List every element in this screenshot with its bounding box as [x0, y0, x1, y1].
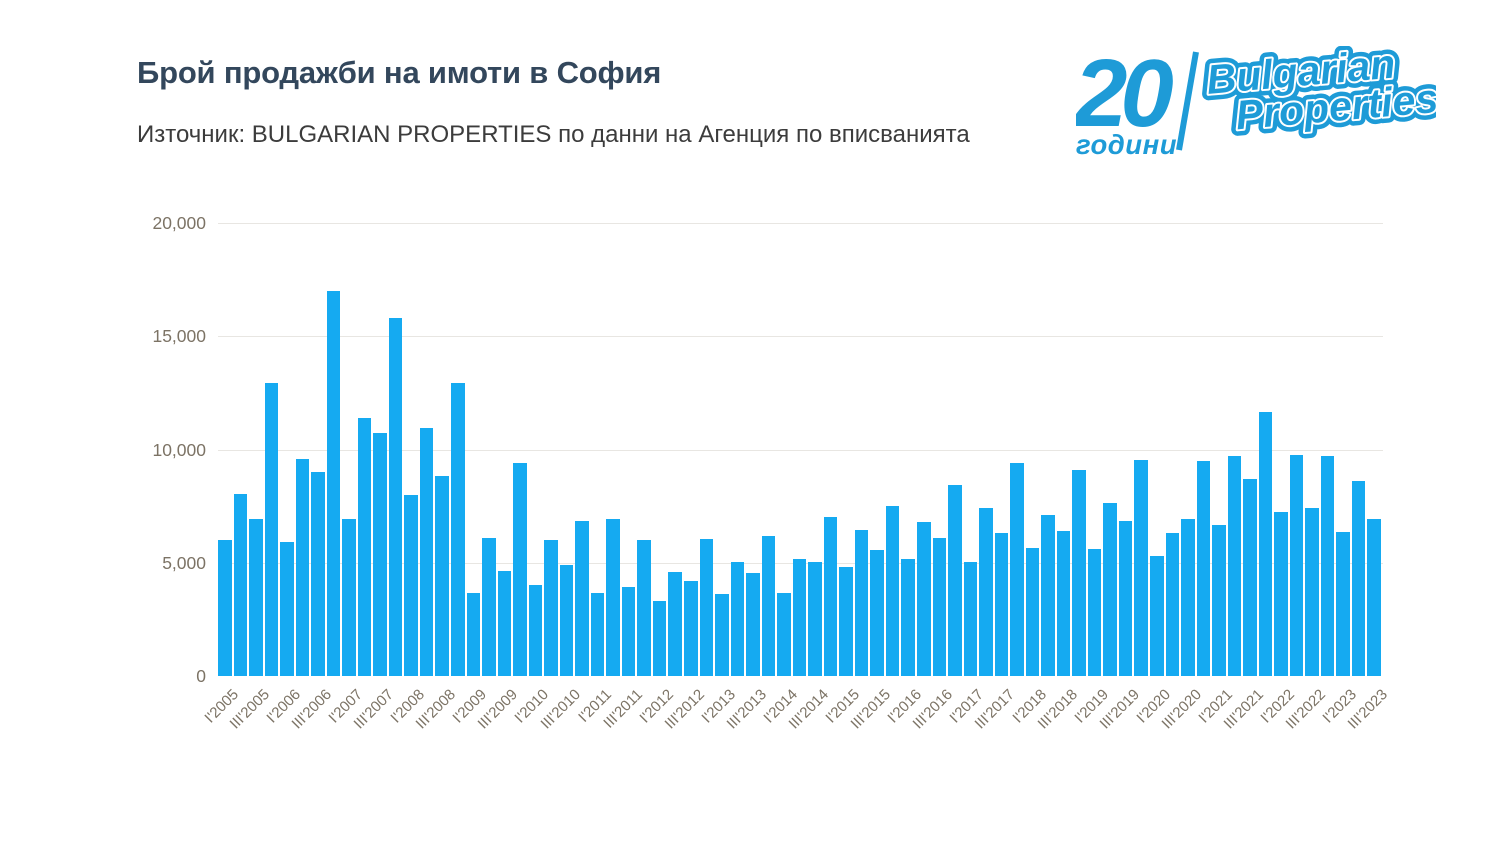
bar-II'2012	[668, 571, 682, 676]
bar-I'2017	[963, 561, 978, 676]
bar-III'2009	[497, 570, 512, 676]
bar-III'2020	[1181, 518, 1195, 676]
bar-IV'2020	[1196, 460, 1211, 676]
bar-II'2020	[1165, 533, 1180, 676]
y-axis-tick-label-15000: 15,000	[152, 326, 206, 347]
bar-I'2008	[404, 494, 418, 676]
bar-I'2010	[528, 585, 543, 676]
bar-III'2022	[1305, 508, 1319, 676]
bar-I'2005	[218, 540, 232, 676]
bar-III'2014	[808, 561, 822, 676]
bar-IV'2013	[761, 535, 776, 676]
bar-I'2014	[777, 593, 791, 676]
y-axis-tick-label-5000: 5,000	[162, 552, 206, 573]
bar-III'2008	[435, 475, 449, 676]
bar-III'2012	[684, 580, 698, 676]
gridline-15000	[218, 336, 1383, 338]
bar-IV'2021	[1258, 412, 1273, 676]
logo-brand-group: Bulgarian Properties Bulgarian Propertie…	[1198, 34, 1446, 145]
bar-III'2007	[373, 432, 387, 676]
gridline-20000	[218, 223, 1383, 224]
bar-IV'2005	[264, 382, 279, 676]
bar-III'2005	[249, 518, 263, 676]
bar-IV'2016	[948, 484, 962, 676]
bar-III'2010	[559, 565, 574, 676]
bar-III'2011	[621, 586, 636, 676]
bar-I'2018	[1025, 548, 1040, 676]
logo-slash	[1176, 51, 1199, 151]
bar-IV'2007	[388, 318, 403, 676]
y-axis-tick-label-0: 0	[196, 666, 206, 686]
bar-III'2006	[311, 472, 325, 676]
bar-I'2009	[466, 593, 481, 676]
bar-IV'2017	[1010, 463, 1024, 676]
page-title: Брой продажби на имоти в София	[137, 55, 662, 90]
gridline-10000	[218, 449, 1383, 451]
bar-I'2020	[1150, 555, 1164, 676]
bar-I'2011	[590, 593, 605, 676]
bar-II'2022	[1289, 455, 1304, 676]
bar-II'2021	[1227, 456, 1242, 676]
bar-III'2016	[932, 537, 947, 676]
bar-I'2013	[715, 594, 729, 676]
bar-III'2015	[870, 550, 884, 676]
bar-II'2005	[233, 493, 248, 676]
bar-III'2023	[1367, 518, 1381, 676]
bar-II'2009	[482, 537, 496, 676]
bar-III'2017	[994, 533, 1009, 676]
bar-II'2015	[854, 529, 869, 676]
bar-II'2017	[979, 508, 993, 676]
bar-I'2022	[1274, 511, 1288, 676]
bar-I'2012	[652, 601, 667, 676]
logo-years-text: години	[1076, 129, 1177, 160]
bar-II'2010	[544, 540, 558, 676]
bar-I'2007	[342, 518, 356, 676]
bar-IV'2006	[326, 290, 341, 676]
bar-chart-plot-area	[218, 223, 1383, 676]
page-subtitle: Източник: BULGARIAN PROPERTIES по данни …	[137, 121, 970, 148]
bar-II'2007	[357, 417, 372, 676]
bar-III'2013	[746, 572, 760, 676]
bar-I'2015	[839, 567, 853, 676]
bar-II'2018	[1041, 515, 1055, 676]
bar-I'2021	[1212, 525, 1226, 676]
bulgarian-properties-logo: 20 години Bulgarian Properties Bulgarian…	[1072, 34, 1446, 171]
bar-I'2019	[1087, 549, 1102, 676]
bar-II'2013	[730, 561, 745, 676]
bar-III'2021	[1243, 478, 1257, 676]
logo-20-text: 20	[1076, 46, 1173, 147]
bar-II'2023	[1351, 481, 1366, 676]
bar-I'2023	[1336, 532, 1350, 676]
bar-IV'2010	[575, 520, 589, 676]
y-axis-tick-label-10000: 10,000	[152, 439, 206, 460]
bar-I'2006	[280, 542, 294, 676]
bar-II'2006	[295, 458, 310, 676]
bar-IV'2008	[451, 382, 465, 676]
bar-I'2016	[901, 559, 915, 676]
bar-II'2016	[917, 521, 931, 676]
bar-II'2008	[419, 427, 434, 676]
bar-II'2019	[1103, 502, 1117, 676]
y-axis-tick-label-20000: 20,000	[152, 213, 206, 233]
bar-III'2018	[1056, 531, 1071, 676]
logo-graphic: 20 години Bulgarian Properties Bulgarian…	[1072, 34, 1446, 160]
bar-II'2011	[606, 518, 620, 676]
bar-III'2019	[1118, 520, 1133, 676]
bar-IV'2011	[637, 540, 651, 676]
bar-IV'2018	[1072, 469, 1086, 676]
bar-IV'2009	[513, 463, 527, 676]
bar-IV'2019	[1134, 459, 1148, 676]
bar-IV'2014	[823, 517, 838, 676]
bar-II'2014	[792, 559, 807, 676]
bar-IV'2012	[699, 538, 714, 676]
bar-IV'2022	[1320, 456, 1335, 676]
bar-IV'2015	[885, 506, 900, 676]
